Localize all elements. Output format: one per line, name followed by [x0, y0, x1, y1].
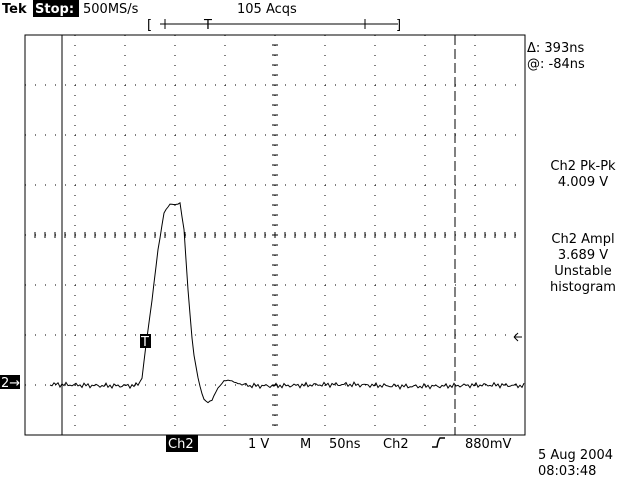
acquisitions: 105 Acqs	[237, 2, 297, 17]
trigger-edge-icon	[432, 437, 445, 448]
channel-box	[166, 435, 198, 452]
measurement-value: 3.689 V	[558, 248, 608, 263]
measurement-value: 4.009 V	[558, 175, 608, 190]
channel-marker-box	[0, 375, 20, 389]
status: Stop:	[35, 2, 74, 17]
measurement-label: Ch2 Ampl	[551, 232, 614, 247]
trigger-marker: T	[140, 335, 149, 350]
brand: Tek	[2, 2, 27, 17]
trigger-level-arrow	[513, 332, 522, 342]
measurement-label: Ch2 Pk-Pk	[550, 159, 616, 174]
channel-marker: 2→	[1, 376, 20, 391]
trigger-marker-box	[140, 334, 151, 348]
time: 08:03:48	[538, 464, 596, 479]
record-end: ]	[396, 18, 401, 33]
sample-rate: 500MS/s	[83, 2, 139, 17]
record-start: [	[147, 18, 152, 33]
waveform	[49, 201, 525, 404]
vertical-scale: 1 V	[248, 437, 269, 452]
channel: Ch2	[168, 437, 194, 452]
graticule-border	[24, 34, 526, 436]
cursor-at: @: -84ns	[527, 57, 585, 72]
measurement-note: histogram	[550, 280, 616, 295]
trigger-source: Ch2	[383, 437, 409, 452]
trigger-level: 880mV	[465, 437, 511, 452]
timebase: 50ns	[329, 437, 361, 452]
measurement-status: Unstable	[554, 264, 611, 279]
mode: M	[300, 437, 311, 452]
date: 5 Aug 2004	[538, 448, 613, 463]
status-box	[33, 0, 79, 17]
cursor-delta: Δ: 393ns	[527, 41, 584, 56]
record-trigger: T	[203, 18, 212, 33]
